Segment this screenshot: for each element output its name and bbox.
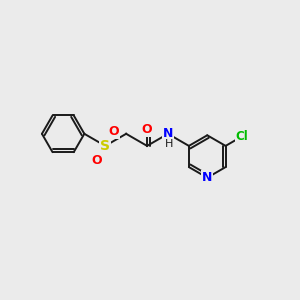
Text: N: N bbox=[202, 171, 212, 184]
Text: O: O bbox=[142, 123, 152, 136]
Text: N: N bbox=[163, 127, 173, 140]
Text: O: O bbox=[109, 124, 119, 138]
Text: O: O bbox=[92, 154, 102, 167]
Text: S: S bbox=[100, 139, 110, 153]
Text: H: H bbox=[165, 139, 174, 149]
Text: Cl: Cl bbox=[236, 130, 249, 143]
